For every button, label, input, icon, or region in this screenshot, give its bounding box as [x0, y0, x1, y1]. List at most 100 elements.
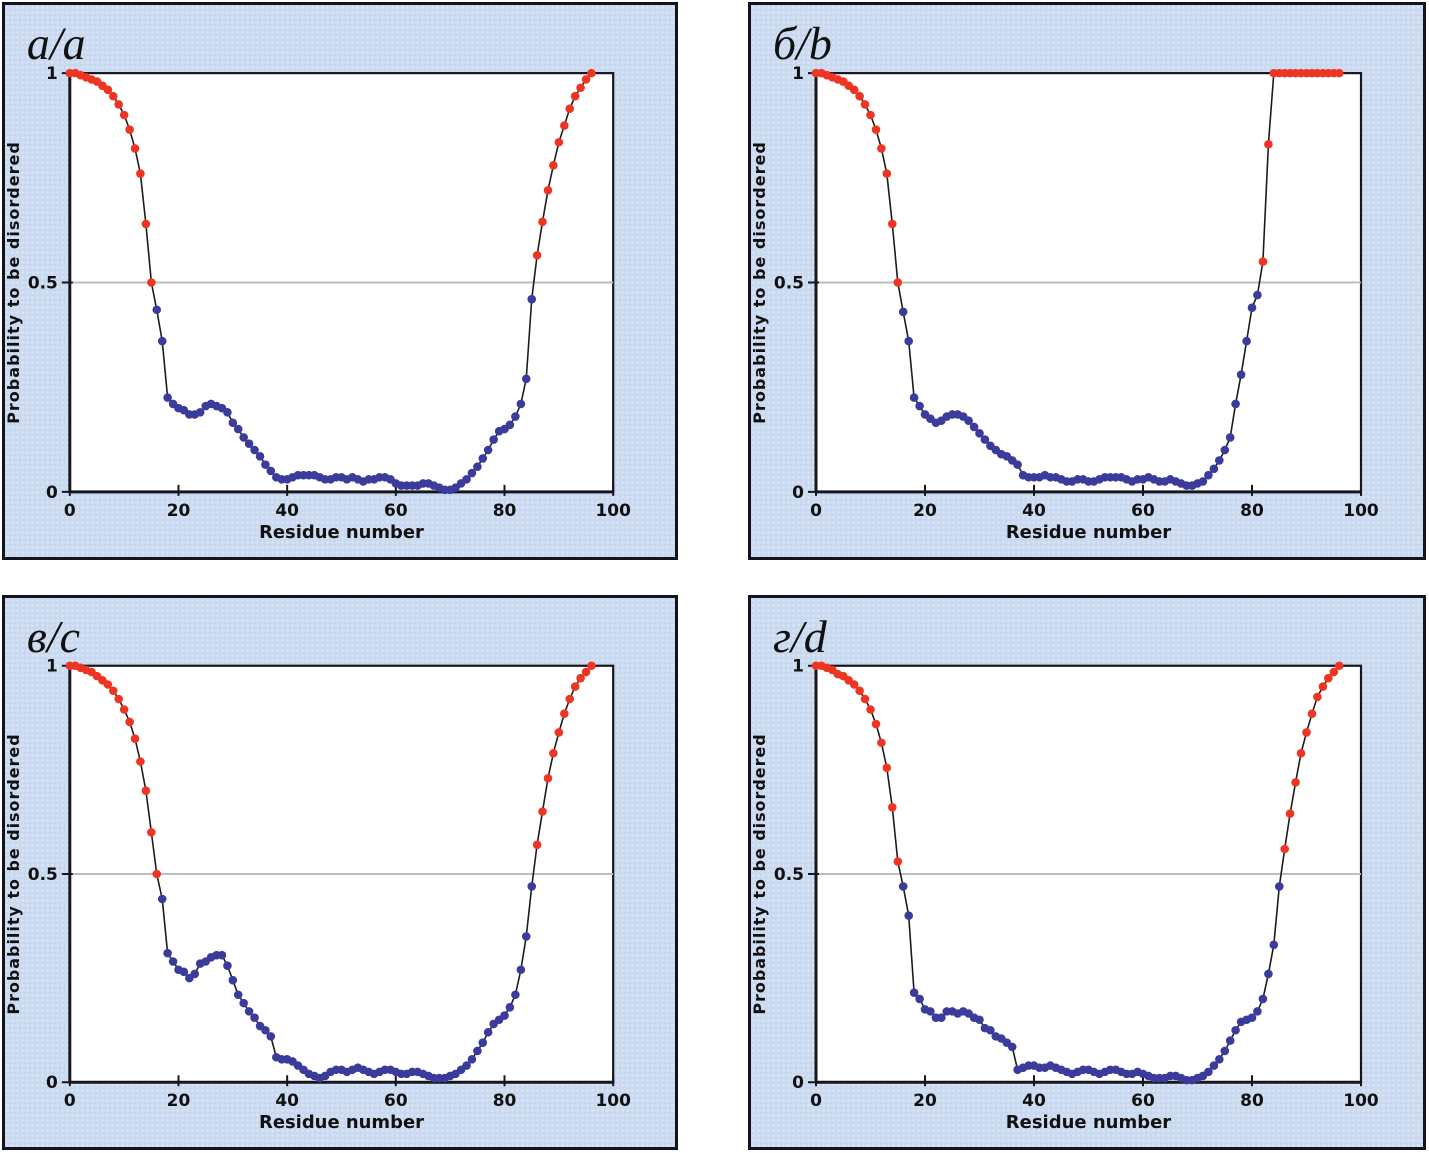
- disordered-point: [1264, 140, 1273, 149]
- x-tick-label: 60: [1131, 1090, 1155, 1110]
- disorder-plot-svg: 0 20 40 60 80 100 0 0.5 1 Residue number Probabili…: [4, 611, 631, 1133]
- ordered-point: [1264, 969, 1273, 979]
- ordered-point: [915, 994, 924, 1004]
- ordered-point: [1225, 433, 1235, 442]
- disordered-point: [1302, 728, 1311, 737]
- ordered-point: [1220, 445, 1230, 455]
- ordered-point: [233, 990, 243, 1000]
- disordered-point: [849, 85, 859, 95]
- x-tick-label: 100: [595, 501, 630, 521]
- panel-letter-label: в/c: [27, 611, 80, 662]
- disordered-point: [538, 217, 547, 227]
- ordered-point: [244, 1007, 254, 1016]
- ordered-point: [511, 412, 520, 421]
- ordered-point: [898, 307, 908, 317]
- disordered-point: [136, 757, 145, 766]
- x-tick-label: 40: [275, 1090, 299, 1110]
- ordered-point: [478, 1038, 488, 1047]
- disordered-point: [587, 661, 596, 671]
- disordered-point: [1280, 844, 1289, 854]
- x-tick-label: 80: [1240, 1090, 1264, 1110]
- ordered-point: [195, 408, 205, 417]
- disordered-point: [114, 694, 123, 704]
- x-axis-label: Residue number: [259, 1112, 424, 1133]
- x-tick-label: 80: [1240, 501, 1264, 521]
- ordered-point: [915, 401, 924, 411]
- disordered-point: [1285, 809, 1295, 818]
- disordered-point: [587, 68, 596, 78]
- ordered-point: [1269, 940, 1279, 950]
- ordered-point: [1013, 460, 1022, 469]
- x-tick-label: 0: [64, 501, 76, 521]
- ordered-point: [462, 1061, 471, 1070]
- ordered-point: [909, 988, 919, 997]
- disordered-point: [532, 250, 542, 260]
- x-tick-label: 0: [810, 501, 822, 521]
- y-tick-label: 1: [792, 656, 804, 676]
- disordered-point: [152, 869, 162, 879]
- disordered-point: [1258, 257, 1268, 266]
- disordered-point: [866, 705, 875, 714]
- panel-letter-label: г/d: [773, 611, 828, 662]
- disordered-point: [136, 169, 145, 178]
- x-tick-label: 20: [167, 501, 191, 521]
- x-tick-label: 80: [493, 1090, 517, 1110]
- disordered-point: [1318, 682, 1328, 691]
- y-tick-label: 0: [792, 1072, 804, 1092]
- x-tick-label: 100: [595, 1090, 630, 1110]
- disordered-point: [888, 803, 897, 812]
- ordered-point: [483, 1027, 493, 1037]
- y-tick-label: 0.5: [774, 274, 804, 294]
- ordered-point: [909, 393, 919, 402]
- ordered-point: [969, 422, 979, 432]
- ordered-point: [467, 1055, 477, 1064]
- disordered-point: [141, 219, 151, 229]
- ordered-point: [898, 882, 908, 891]
- axis-ticks: 0 20 40 60 80 100 0 0.5 1: [28, 64, 631, 521]
- disordered-point: [877, 144, 886, 153]
- y-axis-label: Probability to be disordered: [750, 141, 769, 424]
- ordered-point: [261, 460, 270, 469]
- ordered-point: [527, 294, 537, 304]
- ordered-point: [250, 445, 259, 455]
- disordered-point: [1324, 673, 1333, 683]
- x-tick-label: 60: [384, 501, 408, 521]
- x-tick-label: 100: [1343, 501, 1379, 521]
- disordered-point: [882, 169, 892, 178]
- data-points: [811, 661, 1344, 1085]
- ordered-point: [904, 911, 913, 920]
- ordered-point: [233, 424, 243, 434]
- panel-b: 0 20 40 60 80 100 0 0.5 1 Residue number Probabili…: [748, 2, 1426, 560]
- ordered-point: [511, 990, 520, 1000]
- ordered-point: [1247, 1013, 1257, 1022]
- disordered-point: [119, 705, 129, 714]
- ordered-point: [1204, 470, 1213, 480]
- x-axis-label: Residue number: [1006, 522, 1171, 543]
- ordered-point: [904, 336, 913, 346]
- disordered-point: [560, 709, 569, 718]
- ordered-point: [1242, 336, 1251, 346]
- disordered-point: [125, 717, 134, 727]
- y-tick-label: 1: [792, 64, 804, 84]
- ordered-point: [239, 433, 248, 442]
- ordered-point: [261, 1025, 270, 1035]
- ordered-point: [1236, 370, 1246, 379]
- disordered-point: [560, 121, 569, 130]
- ordered-point: [964, 416, 973, 425]
- ordered-point: [250, 1013, 259, 1022]
- panel-a: 0 20 40 60 80 100 0 0.5 1 Residue number Probabili…: [2, 2, 678, 560]
- disordered-point: [130, 734, 140, 743]
- disordered-point: [103, 85, 113, 95]
- panel-letter-label: б/b: [773, 18, 832, 69]
- disordered-point: [565, 104, 575, 113]
- disordered-point: [855, 91, 864, 101]
- x-tick-label: 20: [167, 1090, 191, 1110]
- ordered-point: [500, 1011, 509, 1020]
- ordered-point: [473, 1046, 482, 1056]
- ordered-point: [473, 462, 482, 472]
- ordered-point: [1215, 456, 1224, 465]
- disorder-plot-svg: 0 20 40 60 80 100 0 0.5 1 Residue number Probabili…: [750, 18, 1379, 543]
- disordered-point: [141, 786, 151, 795]
- ordered-point: [467, 468, 477, 478]
- disordered-point: [565, 694, 575, 704]
